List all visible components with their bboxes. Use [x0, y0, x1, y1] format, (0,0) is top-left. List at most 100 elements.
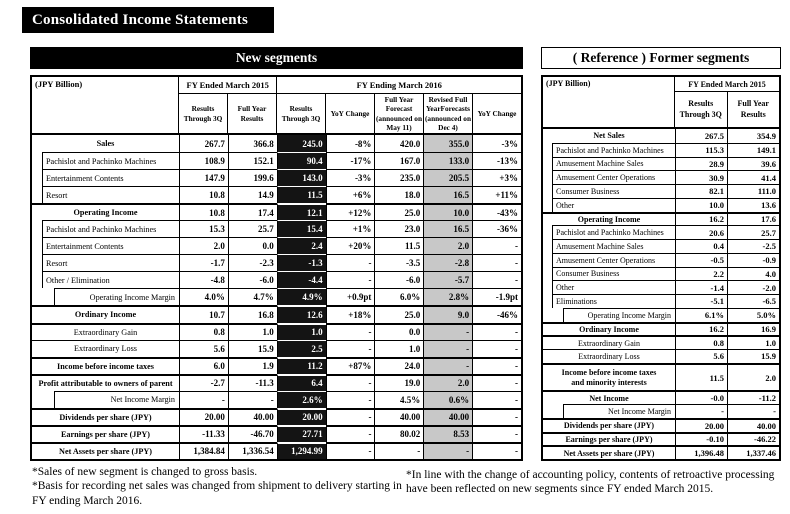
cell: +1% — [325, 220, 375, 238]
cell: -5.1 — [675, 294, 727, 308]
row-label: Extraordinary Gain — [32, 322, 179, 340]
cell: -2.0 — [727, 280, 779, 294]
cell: -11.3 — [227, 373, 277, 391]
table-row: Operating Income 10.8 17.4 12.1 +12% 25.0 10.0… — [32, 203, 522, 221]
cell: 2.2 — [675, 266, 727, 281]
cell: 17.6 — [727, 211, 779, 226]
cell: 11.5 — [675, 362, 727, 391]
cell: -4.8 — [179, 271, 228, 289]
column-header-row: Results Through 3Q Full Year Results — [675, 92, 779, 127]
cell: +3% — [472, 169, 522, 187]
table-row: Net Income -0.0 -11.2 — [543, 390, 779, 404]
cell: -6.0 — [227, 271, 277, 289]
cell: 82.1 — [675, 184, 727, 198]
cell: 18.0 — [374, 186, 424, 204]
cell: 12.1 — [276, 203, 326, 221]
cell: 5.6 — [675, 349, 727, 363]
column-groups: FY Ended March 2015 — [675, 77, 779, 92]
cell: 235.0 — [374, 169, 424, 187]
cell: 80.02 — [374, 424, 424, 442]
cell: 25.0 — [374, 203, 424, 221]
new-segments-table: (JPY Billion) FY Ended March 2015 FY Endin… — [30, 75, 523, 461]
cell: -46% — [472, 305, 522, 323]
cell: - — [472, 373, 522, 391]
row-indent — [543, 280, 552, 294]
cell: - — [423, 356, 473, 374]
cell: - — [472, 237, 522, 255]
table-row: Profit attributable to owners of parent -… — [32, 373, 522, 391]
row-label: Eliminations — [552, 294, 675, 308]
cell: -0.0 — [675, 390, 727, 404]
cell: -0.5 — [675, 252, 727, 267]
cell: 2.4 — [276, 237, 326, 255]
row-label: Sales — [96, 139, 115, 149]
cell: 11.2 — [276, 356, 326, 374]
table-header: (JPY Billion) FY Ended March 2015 Results … — [543, 77, 779, 129]
cell: +12% — [325, 203, 375, 221]
row-indent — [543, 197, 552, 212]
column-header: Full Year Results — [726, 92, 780, 127]
row-label: Earnings per share (JPY) — [32, 424, 179, 442]
cell: 355.0 — [423, 135, 473, 153]
column-header: Full Year Forecast (announced on May 11) — [374, 94, 423, 133]
header-columns: FY Ended March 2015 Results Through 3Q Ful… — [675, 77, 779, 127]
cell: 28.9 — [675, 156, 727, 171]
cell: - — [472, 339, 522, 357]
table-row: Net Income Margin - -2.6% -4.5% 0.6% - — [32, 390, 522, 408]
cell: 25.0 — [374, 305, 424, 323]
cell: -43% — [472, 203, 522, 221]
row-indent — [32, 186, 42, 204]
row-label: Other — [552, 197, 675, 212]
cell: 8.53 — [423, 424, 473, 442]
cell: 6.0% — [374, 288, 424, 306]
table-row: Amusement Center Operations -0.5 -0.9 — [543, 252, 779, 267]
cell: -11.33 — [179, 424, 228, 442]
cell: 167.0 — [374, 152, 424, 170]
cell: 5.0% — [727, 307, 779, 322]
cell: 10.7 — [179, 305, 228, 323]
document-title: Consolidated Income Statements — [22, 7, 274, 33]
row-label: Amusement Center Operations — [552, 252, 675, 267]
cell: +0.9pt — [325, 288, 375, 306]
row-label: Ordinary Income — [543, 321, 675, 336]
footnote: *In line with the change of accounting p… — [406, 469, 775, 496]
cell: 16.9 — [727, 321, 779, 336]
cell: 25.7 — [227, 220, 277, 238]
cell: 16.2 — [675, 321, 727, 336]
former-segments-heading: ( Reference ) Former segments — [541, 47, 781, 69]
row-label: Resort — [42, 186, 179, 204]
cell: +87% — [325, 356, 375, 374]
cell: 4.9% — [276, 288, 326, 306]
cell: -6.5 — [727, 294, 779, 308]
new-segments-heading: New segments — [30, 47, 523, 69]
row-label: Resort — [42, 254, 179, 272]
row-label: Net Income Margin — [54, 390, 179, 408]
table-row: Net Assets per share (JPY) 1,384.84 1,336.… — [32, 441, 522, 459]
cell: 115.3 — [675, 142, 727, 157]
row-indent — [32, 288, 54, 306]
unit-label: (JPY Billion) — [32, 77, 179, 133]
cell: 2.6% — [276, 390, 326, 408]
cell: 17.4 — [227, 203, 277, 221]
cell: -0.10 — [675, 431, 727, 446]
cell: 6.4 — [276, 373, 326, 391]
row-indent — [543, 142, 552, 157]
cell: - — [472, 441, 522, 459]
row-label: Net Assets per share (JPY) — [32, 441, 179, 459]
table-row: Extraordinary Loss 5.6 15.9 2.5-1.0- - — [32, 339, 522, 357]
cell: 40.00 — [727, 417, 779, 432]
cell: - — [179, 390, 228, 408]
cell: -1.3 — [276, 254, 326, 272]
cell: - — [325, 390, 375, 408]
cell: -36% — [472, 220, 522, 238]
cell: 2.8% — [423, 288, 473, 306]
cell: 23.0 — [374, 220, 424, 238]
cell: 1,294.99 — [276, 441, 326, 459]
table-row: Other -1.4 -2.0 — [543, 280, 779, 294]
cell: 267.5 — [675, 129, 727, 143]
row-label: Operating Income — [543, 211, 675, 226]
row-label: Operating Income Margin — [54, 288, 179, 306]
row-label: Pachislot and Pachinko Machines — [552, 142, 675, 157]
cell: -2.7 — [179, 373, 228, 391]
cell: 1,336.54 — [227, 441, 277, 459]
